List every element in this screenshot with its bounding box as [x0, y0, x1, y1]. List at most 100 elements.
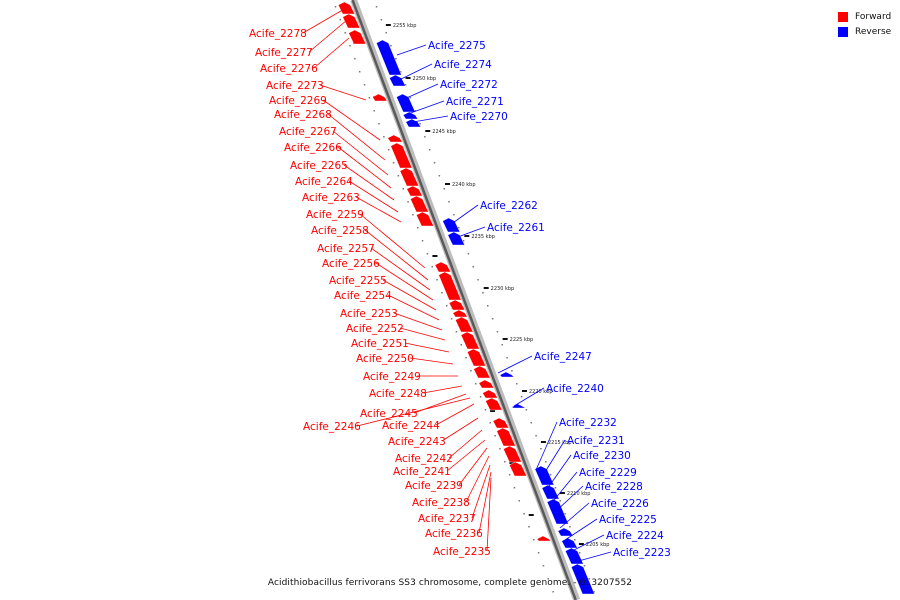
- forward-gene-label[interactable]: Acife_2265: [290, 160, 348, 172]
- forward-gene-label[interactable]: Acife_2248: [369, 388, 427, 400]
- forward-gene-label[interactable]: Acife_2278: [249, 28, 307, 40]
- forward-gene-label[interactable]: Acife_2266: [284, 142, 342, 154]
- track-dot: [489, 422, 492, 424]
- gene-leader-line: [327, 113, 386, 161]
- track-dot: [518, 500, 521, 502]
- gene-leader-line: [355, 196, 402, 223]
- kbp-tick-mark: [385, 24, 391, 26]
- map-caption: Acidithiobacillus ferrivorans SS3 chromo…: [267, 578, 633, 588]
- track-dot: [404, 84, 407, 86]
- reverse-gene-label[interactable]: Acife_2228: [585, 481, 643, 493]
- forward-gene-block: [416, 211, 434, 227]
- track-dot: [424, 136, 426, 138]
- gene-leader-line: [302, 7, 347, 34]
- forward-gene-label[interactable]: Acife_2267: [279, 126, 337, 138]
- forward-gene-block: [482, 389, 498, 399]
- track-dot: [421, 240, 424, 242]
- forward-gene-label[interactable]: Acife_2237: [418, 513, 476, 525]
- track-dot: [412, 214, 414, 216]
- reverse-swatch: [838, 26, 848, 37]
- reverse-gene-label[interactable]: Acife_2224: [606, 530, 664, 542]
- forward-gene-label[interactable]: Acife_2273: [266, 80, 324, 92]
- forward-gene-block: [410, 195, 429, 213]
- forward-gene-block: [467, 348, 486, 367]
- forward-gene-label[interactable]: Acife_2245: [360, 408, 418, 420]
- gene-leader-line: [356, 397, 471, 427]
- gene-leader-line: [396, 44, 427, 56]
- legend-reverse-label: Reverse: [855, 26, 892, 37]
- reverse-gene-label[interactable]: Acife_2262: [480, 200, 538, 212]
- gene-leader-line: [422, 385, 463, 394]
- forward-gene-label[interactable]: Acife_2249: [363, 371, 421, 383]
- forward-gene-label[interactable]: Acife_2256: [322, 258, 380, 270]
- forward-gene-label[interactable]: Acife_2276: [260, 63, 318, 75]
- forward-gene-label[interactable]: Acife_2238: [412, 497, 470, 509]
- forward-gene-block: [434, 261, 452, 273]
- forward-gene-label[interactable]: Acife_2242: [395, 453, 453, 465]
- forward-gene-block: [342, 13, 361, 29]
- reverse-gene-label[interactable]: Acife_2247: [534, 351, 592, 363]
- track-dot: [491, 318, 494, 320]
- legend-forward: Forward: [838, 9, 891, 24]
- reverse-gene-label[interactable]: Acife_2230: [573, 450, 631, 462]
- reverse-gene-label[interactable]: Acife_2270: [450, 111, 508, 123]
- gene-leader-line: [398, 63, 433, 81]
- forward-gene-label[interactable]: Acife_2257: [317, 243, 375, 255]
- reverse-gene-label[interactable]: Acife_2232: [559, 417, 617, 429]
- track-dot: [443, 188, 445, 190]
- gene-leader-line: [441, 417, 479, 442]
- reverse-gene-label[interactable]: Acife_2229: [579, 467, 637, 479]
- track-dot: [537, 552, 540, 554]
- gene-leader-line: [539, 439, 566, 481]
- forward-gene-label[interactable]: Acife_2243: [388, 436, 446, 448]
- track-dot: [540, 448, 542, 450]
- reverse-gene-label[interactable]: Acife_2225: [599, 514, 657, 526]
- gene-leader-line: [382, 279, 437, 311]
- forward-gene-label[interactable]: Acife_2235: [433, 546, 491, 558]
- track-dot: [499, 448, 501, 450]
- forward-gene-label[interactable]: Acife_2246: [303, 421, 361, 433]
- gene-leader-line: [319, 84, 367, 101]
- forward-gene-label[interactable]: Acife_2263: [302, 192, 360, 204]
- forward-gene-label[interactable]: Acife_2277: [255, 47, 313, 59]
- forward-gene-label[interactable]: Acife_2268: [274, 109, 332, 121]
- reverse-gene-label[interactable]: Acife_2240: [546, 383, 604, 395]
- forward-gene-label[interactable]: Acife_2239: [405, 480, 463, 492]
- forward-gene-label[interactable]: Acife_2254: [334, 290, 392, 302]
- forward-gene-label[interactable]: Acife_2258: [311, 225, 369, 237]
- track-dot: [368, 97, 371, 99]
- track-dot: [409, 97, 412, 99]
- forward-gene-label[interactable]: Acife_2250: [356, 353, 414, 365]
- reverse-gene-label[interactable]: Acife_2275: [428, 40, 486, 52]
- reverse-gene-label[interactable]: Acife_2261: [487, 222, 545, 234]
- forward-gene-label[interactable]: Acife_2252: [346, 323, 404, 335]
- forward-gene-block: [372, 93, 388, 102]
- forward-gene-label[interactable]: Acife_2241: [393, 466, 451, 478]
- reverse-gene-label[interactable]: Acife_2231: [567, 435, 625, 447]
- reverse-gene-label[interactable]: Acife_2226: [591, 498, 649, 510]
- reverse-gene-label[interactable]: Acife_2274: [434, 59, 492, 71]
- forward-gene-label[interactable]: Acife_2251: [351, 338, 409, 350]
- gene-leader-line: [393, 312, 443, 331]
- track-dot: [554, 487, 557, 489]
- track-dot: [482, 292, 484, 294]
- reverse-gene-label[interactable]: Acife_2272: [440, 79, 498, 91]
- gene-leader-line: [406, 115, 449, 124]
- forward-gene-label[interactable]: Acife_2255: [329, 275, 387, 287]
- track-dot: [402, 188, 404, 190]
- track-dot: [523, 513, 525, 515]
- reverse-gene-label[interactable]: Acife_2223: [613, 547, 671, 559]
- forward-gene-label[interactable]: Acife_2269: [269, 95, 327, 107]
- reverse-gene-block: [557, 527, 574, 537]
- forward-gene-label[interactable]: Acife_2259: [306, 209, 364, 221]
- boundary-mark: [490, 410, 496, 412]
- forward-gene-label[interactable]: Acife_2236: [425, 528, 483, 540]
- forward-gene-label[interactable]: Acife_2264: [295, 176, 353, 188]
- reverse-gene-label[interactable]: Acife_2271: [446, 96, 504, 108]
- track-dot: [339, 19, 342, 21]
- forward-gene-label[interactable]: Acife_2253: [340, 308, 398, 320]
- track-dot: [475, 383, 477, 385]
- forward-gene-label[interactable]: Acife_2244: [382, 420, 440, 432]
- kbp-tick-mark: [521, 390, 527, 392]
